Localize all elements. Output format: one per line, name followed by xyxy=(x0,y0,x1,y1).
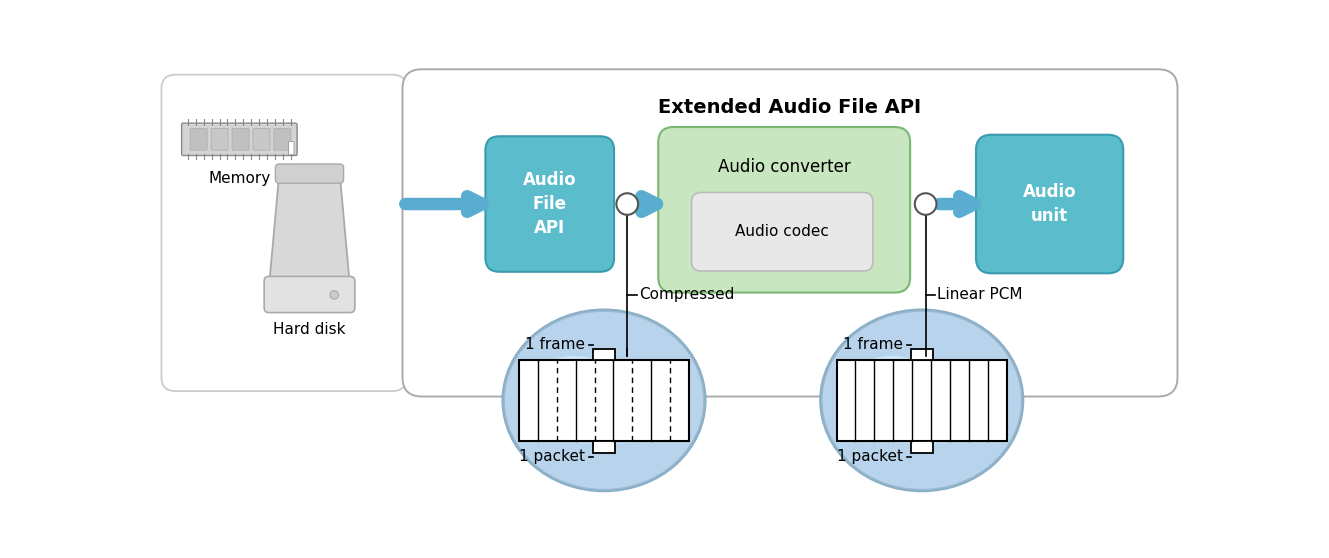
FancyBboxPatch shape xyxy=(274,128,291,150)
Ellipse shape xyxy=(852,356,932,401)
Text: Audio converter: Audio converter xyxy=(718,158,851,176)
Ellipse shape xyxy=(823,312,1021,489)
Text: Memory: Memory xyxy=(209,171,271,186)
Text: Hard disk: Hard disk xyxy=(274,322,346,337)
Ellipse shape xyxy=(820,310,1023,491)
Text: Linear PCM: Linear PCM xyxy=(937,287,1023,302)
Text: Extended Audio File API: Extended Audio File API xyxy=(658,98,921,117)
FancyBboxPatch shape xyxy=(162,75,407,391)
Text: 1 packet: 1 packet xyxy=(520,449,585,464)
Bar xyxy=(910,441,933,453)
FancyBboxPatch shape xyxy=(182,123,298,156)
FancyBboxPatch shape xyxy=(975,134,1123,273)
Ellipse shape xyxy=(529,392,678,445)
Ellipse shape xyxy=(502,310,706,491)
Ellipse shape xyxy=(505,312,703,489)
Text: Audio
File
API: Audio File API xyxy=(522,171,577,237)
Text: Audio
unit: Audio unit xyxy=(1023,183,1076,225)
Bar xyxy=(593,441,615,453)
FancyBboxPatch shape xyxy=(211,128,229,150)
FancyBboxPatch shape xyxy=(264,276,355,312)
FancyBboxPatch shape xyxy=(403,69,1177,397)
Bar xyxy=(593,349,615,360)
Circle shape xyxy=(914,193,937,215)
Text: 1 frame: 1 frame xyxy=(843,338,904,353)
Polygon shape xyxy=(268,173,350,288)
Text: Audio codec: Audio codec xyxy=(735,224,829,239)
FancyBboxPatch shape xyxy=(233,128,249,150)
Bar xyxy=(910,349,933,360)
FancyBboxPatch shape xyxy=(485,136,614,272)
Bar xyxy=(518,360,690,441)
Ellipse shape xyxy=(534,356,614,401)
FancyBboxPatch shape xyxy=(691,193,873,271)
FancyBboxPatch shape xyxy=(288,142,294,155)
Ellipse shape xyxy=(848,392,997,445)
Text: 1 frame: 1 frame xyxy=(525,338,585,353)
Circle shape xyxy=(617,193,638,215)
FancyBboxPatch shape xyxy=(658,127,910,292)
FancyBboxPatch shape xyxy=(253,128,270,150)
FancyBboxPatch shape xyxy=(190,128,207,150)
FancyBboxPatch shape xyxy=(275,164,344,183)
Text: Compressed: Compressed xyxy=(639,287,734,302)
Circle shape xyxy=(330,291,339,299)
Text: 1 packet: 1 packet xyxy=(837,449,904,464)
Bar xyxy=(836,360,1007,441)
